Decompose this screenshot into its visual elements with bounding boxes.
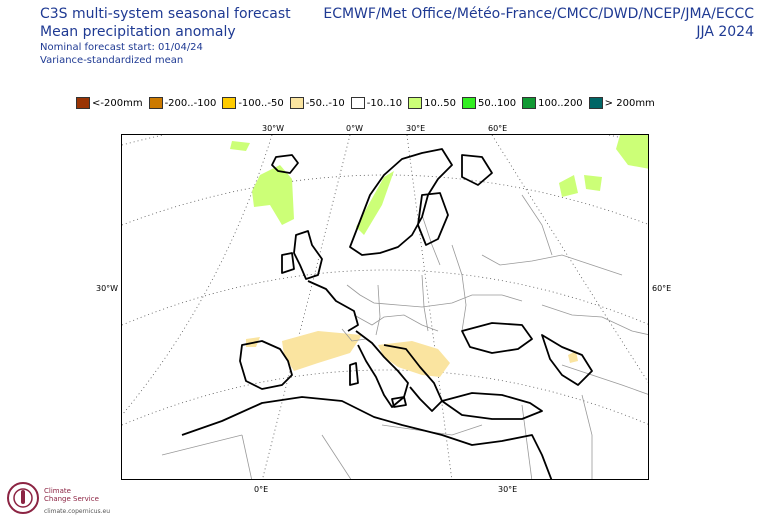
border-line (451, 244, 467, 332)
header-right: ECMWF/Met Office/Météo-France/CMCC/DWD/N… (323, 5, 754, 41)
wet-anomaly-area (230, 141, 250, 151)
systems-label: ECMWF/Met Office/Météo-France/CMCC/DWD/N… (323, 6, 754, 22)
country-borders (161, 194, 648, 479)
legend-label: <-200mm (92, 97, 143, 109)
border-line (375, 284, 381, 336)
legend-swatch (461, 97, 476, 109)
legend: <-200mm -200..-100 -100..-50 -50..-10 -1… (76, 95, 661, 111)
map-svg (122, 135, 648, 479)
meridian-line (122, 135, 273, 416)
legend-item: 50..100 (461, 97, 517, 109)
graticule (122, 135, 648, 479)
parallel-line (122, 269, 648, 326)
border-line (381, 424, 483, 436)
coastlines (181, 148, 593, 479)
anatolia-coast (441, 392, 543, 420)
border-line (421, 214, 441, 266)
legend-item: -50..-10 (289, 97, 345, 109)
title-line-2: Mean precipitation anomaly (40, 24, 236, 40)
legend-swatch (522, 97, 537, 109)
legend-swatch (350, 97, 365, 109)
iberia-coast (239, 340, 293, 390)
black-sea-coast (461, 322, 533, 354)
legend-label: -10..10 (366, 97, 403, 109)
finland-coast (461, 154, 493, 186)
axis-label-bottom: 30°E (498, 485, 518, 494)
axis-label-top: 30°W (262, 124, 285, 133)
legend-swatch (588, 97, 603, 109)
map-panel (121, 134, 649, 480)
wet-anomaly-area (559, 175, 578, 197)
axis-label-top: 0°W (346, 124, 363, 133)
legend-label: 50..100 (477, 97, 517, 109)
ireland-coast (281, 252, 295, 274)
logo-name-line-2: Change Service (44, 495, 99, 503)
wet-anomaly-area (252, 165, 294, 225)
border-line (161, 434, 243, 456)
axis-label-left: 30°W (96, 284, 119, 293)
parallel-line (122, 135, 648, 146)
sardinia-coast (349, 362, 359, 386)
border-line (581, 394, 593, 479)
wet-anomaly-area (356, 171, 394, 235)
axis-label-top: 30°E (406, 124, 426, 133)
legend-swatch (148, 97, 163, 109)
caspian-coast (541, 334, 593, 386)
border-line (421, 274, 429, 332)
border-line (321, 434, 352, 479)
title-line-1: C3S multi-system seasonal forecast (40, 6, 291, 22)
legend-item: -200..-100 (148, 97, 217, 109)
border-line (521, 194, 553, 256)
nominal-start-label: Nominal forecast start: 01/04/24 (40, 42, 203, 53)
legend-label: 100..200 (538, 97, 583, 109)
legend-item: <-200mm (76, 97, 143, 109)
legend-label: 10..50 (424, 97, 456, 109)
border-line (346, 284, 523, 308)
legend-item: -10..10 (350, 97, 403, 109)
balkan-coast (383, 344, 443, 412)
legend-item: 10..50 (408, 97, 456, 109)
axis-label-top: 60°E (488, 124, 508, 133)
wet-anomaly-area (584, 175, 602, 191)
legend-swatch (76, 97, 90, 109)
copernicus-emblem-icon (7, 482, 39, 514)
legend-swatch (408, 97, 423, 109)
legend-label: -200..-100 (164, 97, 217, 109)
dry-anomaly-area (282, 331, 362, 371)
legend-item: -100..-50 (222, 97, 284, 109)
axis-label-right: 60°E (652, 284, 672, 293)
border-line (481, 254, 623, 276)
baltic-coast (417, 192, 449, 246)
iceland-coast (271, 154, 299, 174)
parallel-line (122, 369, 648, 426)
logo-url: climate.copernicus.eu (44, 508, 111, 515)
border-line (353, 314, 439, 332)
legend-label: > 200mm (604, 97, 655, 109)
method-label: Variance-standardized mean (40, 55, 184, 66)
legend-item: 100..200 (522, 97, 583, 109)
axis-label-bottom: 0°E (254, 485, 269, 494)
sicily-coast (391, 396, 407, 408)
legend-swatch (222, 97, 237, 109)
atlantic-coast (307, 280, 359, 332)
copernicus-logo: Climate Change Service climate.copernicu… (6, 479, 121, 519)
dry-anomaly-area (568, 351, 578, 363)
legend-label: -100..-50 (238, 97, 284, 109)
border-line (341, 328, 367, 342)
legend-swatch (289, 97, 304, 109)
season-label: JJA 2024 (696, 24, 754, 40)
header-left: C3S multi-system seasonal forecast Mean … (40, 5, 291, 67)
meridian-line (491, 135, 648, 383)
scandinavia-coast (349, 148, 453, 256)
logo-name-line-1: Climate (44, 487, 71, 495)
wet-anomaly-area (616, 135, 648, 169)
legend-item: > 200mm (588, 97, 655, 109)
north-africa-coast (181, 396, 553, 479)
legend-label: -50..-10 (305, 97, 345, 109)
border-line (561, 364, 648, 395)
border-line (241, 434, 252, 479)
logo-name: Climate Change Service (44, 487, 99, 503)
border-line (541, 304, 648, 335)
great-britain-coast (293, 230, 323, 280)
